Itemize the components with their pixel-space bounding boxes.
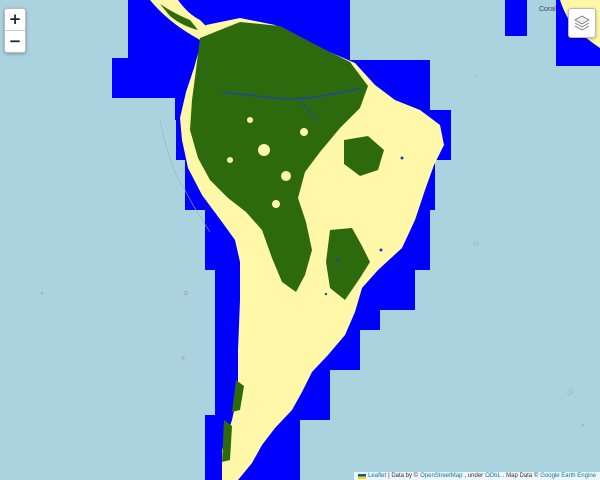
openstreetmap-link[interactable]: OpenStreetMap — [420, 473, 463, 479]
lakes — [324, 156, 404, 296]
place-label: Coral — [539, 6, 556, 13]
amazon-forest — [190, 22, 368, 292]
coastline-traces — [159, 74, 574, 396]
islands — [40, 290, 585, 427]
forest-clearings — [227, 117, 325, 208]
leaflet-link[interactable]: Leaflet — [368, 473, 387, 479]
attribution-text-data-by: | Data by © — [388, 473, 419, 479]
layers-icon — [574, 15, 590, 31]
zoom-out-button[interactable]: − — [5, 30, 25, 52]
zoom-in-button[interactable]: + — [8, 10, 22, 28]
layers-button[interactable] — [568, 8, 596, 38]
zoom-control: + − — [4, 8, 26, 53]
attribution-text-under: , under — [464, 473, 484, 479]
attribution: Leaflet | Data by © OpenStreetMap , unde… — [354, 472, 600, 480]
ukraine-flag-icon — [358, 473, 367, 479]
amazon-river — [221, 87, 361, 100]
google-earth-engine-link[interactable]: Google Earth Engine — [540, 473, 596, 479]
odbl-link[interactable]: ODbL — [485, 473, 501, 479]
attribution-text-map-data: . Map Data © — [502, 473, 539, 479]
